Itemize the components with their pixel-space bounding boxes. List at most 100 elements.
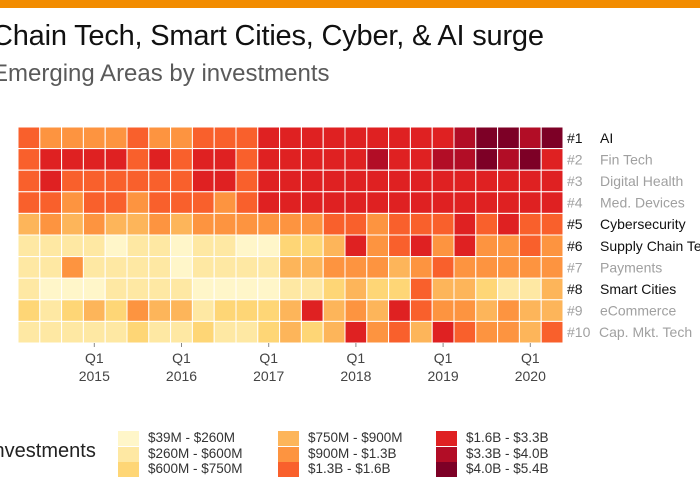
heatmap-cell xyxy=(475,277,499,301)
heatmap-cell xyxy=(104,234,128,258)
heatmap-cell xyxy=(257,234,281,258)
heatmap-cell xyxy=(300,126,324,150)
heatmap-cell xyxy=(61,191,84,214)
heatmap-cell xyxy=(104,191,128,214)
heatmap-cell xyxy=(17,126,41,150)
heatmap-cell xyxy=(409,234,433,258)
x-tick-quarter: Q1 xyxy=(172,350,191,366)
heatmap-cell xyxy=(431,299,455,322)
legend-label: $1.3B - $1.6B xyxy=(308,461,391,476)
heatmap-cell xyxy=(213,256,237,279)
heatmap-cell xyxy=(497,212,520,236)
heatmap-cell xyxy=(191,191,215,214)
heatmap-cell xyxy=(257,126,281,150)
heatmap-cell xyxy=(61,256,84,279)
heatmap-cell xyxy=(126,277,150,301)
heatmap-cell xyxy=(497,169,520,193)
heatmap-cell xyxy=(475,234,499,258)
heatmap-cell xyxy=(322,256,346,279)
heatmap-cell xyxy=(388,212,411,236)
heatmap-cell xyxy=(300,256,324,279)
heatmap-cell xyxy=(191,299,215,322)
heatmap-cell xyxy=(344,277,368,301)
heatmap-cell xyxy=(431,277,455,301)
accent-top-bar xyxy=(0,0,700,8)
heatmap-cell xyxy=(235,320,259,344)
legend-swatch xyxy=(118,431,139,446)
heatmap-cell xyxy=(540,299,564,322)
heatmap-cell xyxy=(518,148,542,171)
heatmap-cell xyxy=(17,169,41,193)
x-tick-year: 2020 xyxy=(515,368,546,384)
heatmap-cell xyxy=(39,148,63,171)
heatmap-cell xyxy=(39,126,63,150)
legend-swatch xyxy=(118,447,139,462)
heatmap-cell xyxy=(39,212,63,236)
legend-label: $3.3B - $4.0B xyxy=(466,446,549,461)
heatmap-cell xyxy=(213,148,237,171)
heatmap-cell xyxy=(344,256,368,279)
row-name-label: eCommerce xyxy=(600,303,676,319)
heatmap-cell xyxy=(191,126,215,150)
heatmap-cell xyxy=(497,191,520,214)
heatmap-cell xyxy=(17,212,41,236)
heatmap-cell xyxy=(366,126,390,150)
heatmap-cell xyxy=(126,256,150,279)
heatmap-cell xyxy=(388,320,411,344)
heatmap-cell xyxy=(126,169,150,193)
heatmap-cell xyxy=(453,148,477,171)
heatmap-cell xyxy=(279,169,302,193)
heatmap-cell xyxy=(170,320,193,344)
heatmap-cell xyxy=(540,169,564,193)
heatmap-cell xyxy=(126,148,150,171)
heatmap-cell xyxy=(235,277,259,301)
heatmap-cell xyxy=(257,191,281,214)
heatmap-cell xyxy=(213,234,237,258)
heatmap-cell xyxy=(431,212,455,236)
heatmap-cell xyxy=(279,277,302,301)
row-rank-label: #5 xyxy=(567,216,583,232)
heatmap-cell xyxy=(213,320,237,344)
legend-swatch xyxy=(278,447,299,462)
heatmap-cell xyxy=(518,320,542,344)
heatmap-cell xyxy=(366,256,390,279)
legend-swatch xyxy=(278,431,299,446)
heatmap-cell xyxy=(148,256,172,279)
heatmap-cell xyxy=(213,299,237,322)
heatmap-cell xyxy=(540,256,564,279)
heatmap-cell xyxy=(170,256,193,279)
heatmap-cell xyxy=(82,126,106,150)
heatmap-cell xyxy=(518,277,542,301)
heatmap-cell xyxy=(257,212,281,236)
legend-label: $260M - $600M xyxy=(148,446,243,461)
heatmap-cell xyxy=(39,169,63,193)
row-name-label: Med. Devices xyxy=(600,195,685,211)
heatmap-cell xyxy=(388,191,411,214)
heatmap-cell xyxy=(518,299,542,322)
heatmap-cell xyxy=(61,212,84,236)
heatmap-cell xyxy=(148,169,172,193)
heatmap-cell xyxy=(126,212,150,236)
heatmap-cell xyxy=(540,126,564,150)
heatmap-cell xyxy=(82,256,106,279)
heatmap-cell xyxy=(497,299,520,322)
heatmap-cell xyxy=(235,169,259,193)
heatmap-cell xyxy=(257,320,281,344)
heatmap-cell xyxy=(344,234,368,258)
heatmap-cell xyxy=(409,320,433,344)
x-tick-quarter: Q1 xyxy=(521,350,540,366)
heatmap-cell xyxy=(300,234,324,258)
legend-title: Investments xyxy=(0,440,96,462)
heatmap-cell xyxy=(213,212,237,236)
heatmap-cell xyxy=(126,126,150,150)
heatmap-cell xyxy=(104,169,128,193)
heatmap-cell xyxy=(235,212,259,236)
heatmap-cell xyxy=(104,212,128,236)
legend-label: $4.0B - $5.4B xyxy=(466,461,549,476)
heatmap-cell xyxy=(104,148,128,171)
legend-swatch xyxy=(436,447,457,462)
heatmap-cell xyxy=(235,256,259,279)
heatmap-cell xyxy=(39,234,63,258)
heatmap-cell xyxy=(300,212,324,236)
x-tick-quarter: Q1 xyxy=(434,350,453,366)
